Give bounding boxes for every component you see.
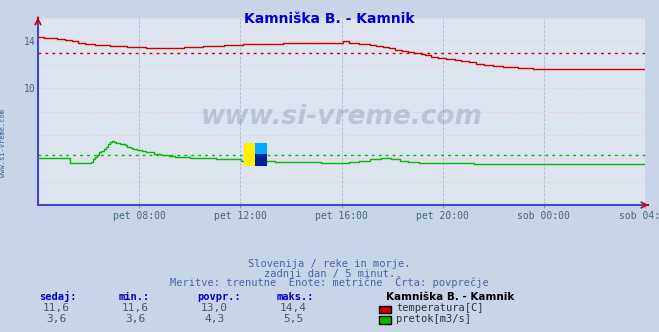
- Text: sedaj:: sedaj:: [40, 291, 77, 302]
- Text: 5,5: 5,5: [283, 314, 303, 324]
- Text: min.:: min.:: [119, 292, 150, 302]
- Text: Slovenija / reke in morje.: Slovenija / reke in morje.: [248, 259, 411, 269]
- Bar: [256, 154, 267, 166]
- Text: zadnji dan / 5 minut.: zadnji dan / 5 minut.: [264, 269, 395, 279]
- Text: 13,0: 13,0: [201, 303, 227, 313]
- Text: povpr.:: povpr.:: [198, 292, 241, 302]
- Text: maks.:: maks.:: [277, 292, 314, 302]
- Text: pretok[m3/s]: pretok[m3/s]: [396, 314, 471, 324]
- Text: temperatura[C]: temperatura[C]: [396, 303, 484, 313]
- Text: 4,3: 4,3: [204, 314, 224, 324]
- Bar: [256, 143, 267, 154]
- Text: 3,6: 3,6: [46, 314, 66, 324]
- Text: www.si-vreme.com: www.si-vreme.com: [200, 104, 482, 130]
- Text: www.si-vreme.com: www.si-vreme.com: [0, 109, 7, 177]
- Bar: [244, 143, 256, 166]
- Text: Meritve: trenutne  Enote: metrične  Črta: povprečje: Meritve: trenutne Enote: metrične Črta: …: [170, 276, 489, 288]
- Text: Kamniška B. - Kamnik: Kamniška B. - Kamnik: [386, 292, 514, 302]
- Text: 11,6: 11,6: [43, 303, 69, 313]
- Text: 3,6: 3,6: [125, 314, 145, 324]
- Text: 14,4: 14,4: [280, 303, 306, 313]
- Text: 11,6: 11,6: [122, 303, 148, 313]
- Text: Kamniška B. - Kamnik: Kamniška B. - Kamnik: [244, 12, 415, 26]
